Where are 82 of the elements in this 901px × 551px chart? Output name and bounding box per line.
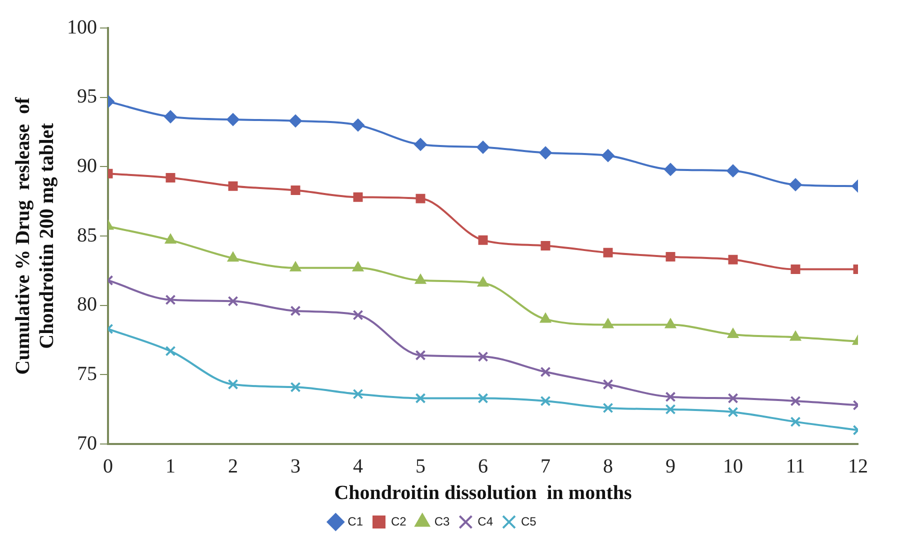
point [664,318,676,328]
point [352,261,364,272]
legend-label: C5 [521,514,537,528]
point [478,235,488,245]
point [478,393,488,404]
point [790,396,801,406]
x-tick-label: 6 [478,455,488,478]
y-tick-label: 90 [77,154,97,177]
point [728,406,738,418]
legend-label: C3 [434,514,450,528]
point [289,114,302,128]
point [540,240,550,250]
point [290,306,301,316]
point [352,310,364,320]
point [665,404,676,415]
y-tick-label: 70 [77,432,97,454]
x-tick-label: 10 [723,455,743,478]
point [228,296,238,306]
point [540,312,552,323]
point [540,366,551,378]
point [414,274,426,284]
point [228,181,238,191]
point [602,379,614,390]
point [353,192,363,202]
point [727,328,739,338]
point [790,264,800,274]
point [602,402,614,414]
y-tick-label: 100 [67,16,97,38]
point [165,346,176,356]
point [164,110,177,124]
y-tick-label: 80 [77,294,97,316]
y-tick-label: 95 [77,86,97,108]
x-tick-label: 1 [166,455,176,478]
point [602,149,614,162]
x-tick-label: 2 [228,455,238,478]
point [666,252,676,262]
point [226,113,240,126]
x-tick-label: 5 [416,455,426,478]
y-tick-label: 75 [77,362,97,385]
point [352,388,364,400]
point [789,178,802,192]
point [415,350,426,360]
point [726,164,740,178]
point [227,252,239,262]
point [290,186,300,195]
point [166,173,176,183]
point [477,276,489,287]
point [290,382,301,392]
point [728,393,738,404]
point [665,392,676,402]
x-tick-label: 0 [103,455,113,478]
x-tick-label: 9 [666,455,676,478]
point [664,162,677,176]
point [602,318,614,328]
point [603,248,613,258]
point [476,140,490,154]
point [539,146,552,160]
x-tick-label: 7 [540,455,550,478]
point [414,138,427,151]
x-tick-label: 12 [848,455,868,478]
y-tick-label: 85 [77,224,97,246]
point [540,396,551,406]
point [478,351,488,362]
point [415,393,426,404]
point [352,118,364,132]
legend-label: C1 [348,514,364,528]
point [164,234,176,244]
x-tick-label: 3 [290,455,300,478]
point [228,379,238,390]
x-axis-title: Chondroitin dissolution in months [334,482,632,504]
legend-label: C4 [478,514,494,528]
point [728,254,738,264]
y-axis-title: Cumulative % Drug reslease of Chondroitin 200 mg tablet [12,96,58,375]
point [290,261,302,272]
point [790,416,801,428]
x-tick-label: 8 [603,455,613,478]
legend-label: C2 [390,514,407,528]
x-tick-label: 11 [786,455,806,478]
point [790,330,802,341]
point [416,194,426,204]
point [165,294,176,306]
x-tick-label: 4 [353,455,363,478]
